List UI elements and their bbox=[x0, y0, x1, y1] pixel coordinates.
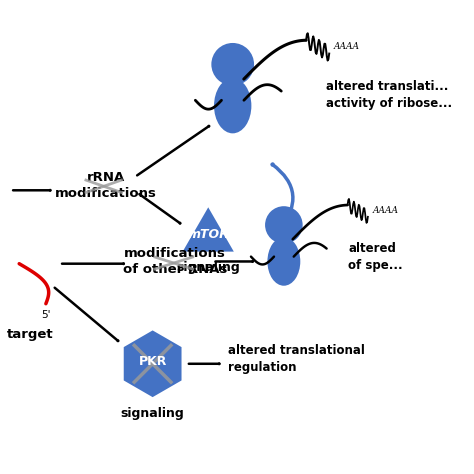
Text: altered
of spe...: altered of spe... bbox=[348, 242, 403, 272]
Text: signaling: signaling bbox=[176, 261, 240, 274]
Polygon shape bbox=[182, 207, 234, 252]
Circle shape bbox=[265, 206, 302, 244]
Text: mTOR: mTOR bbox=[187, 228, 229, 241]
Text: AAAA: AAAA bbox=[334, 42, 360, 51]
Ellipse shape bbox=[214, 78, 251, 133]
Circle shape bbox=[211, 43, 254, 86]
Text: modifications
of other RNAs: modifications of other RNAs bbox=[123, 247, 227, 276]
Ellipse shape bbox=[267, 237, 301, 286]
Text: PKR: PKR bbox=[138, 356, 167, 368]
Text: target: target bbox=[7, 328, 54, 341]
Text: AAAA: AAAA bbox=[373, 206, 398, 215]
Text: altered translati...
activity of ribose...: altered translati... activity of ribose.… bbox=[326, 80, 452, 109]
Text: altered translational
regulation: altered translational regulation bbox=[228, 344, 365, 374]
Polygon shape bbox=[124, 330, 182, 397]
Text: rRNA
modifications: rRNA modifications bbox=[55, 171, 157, 201]
Text: 5': 5' bbox=[41, 310, 51, 320]
Text: signaling: signaling bbox=[121, 407, 184, 420]
